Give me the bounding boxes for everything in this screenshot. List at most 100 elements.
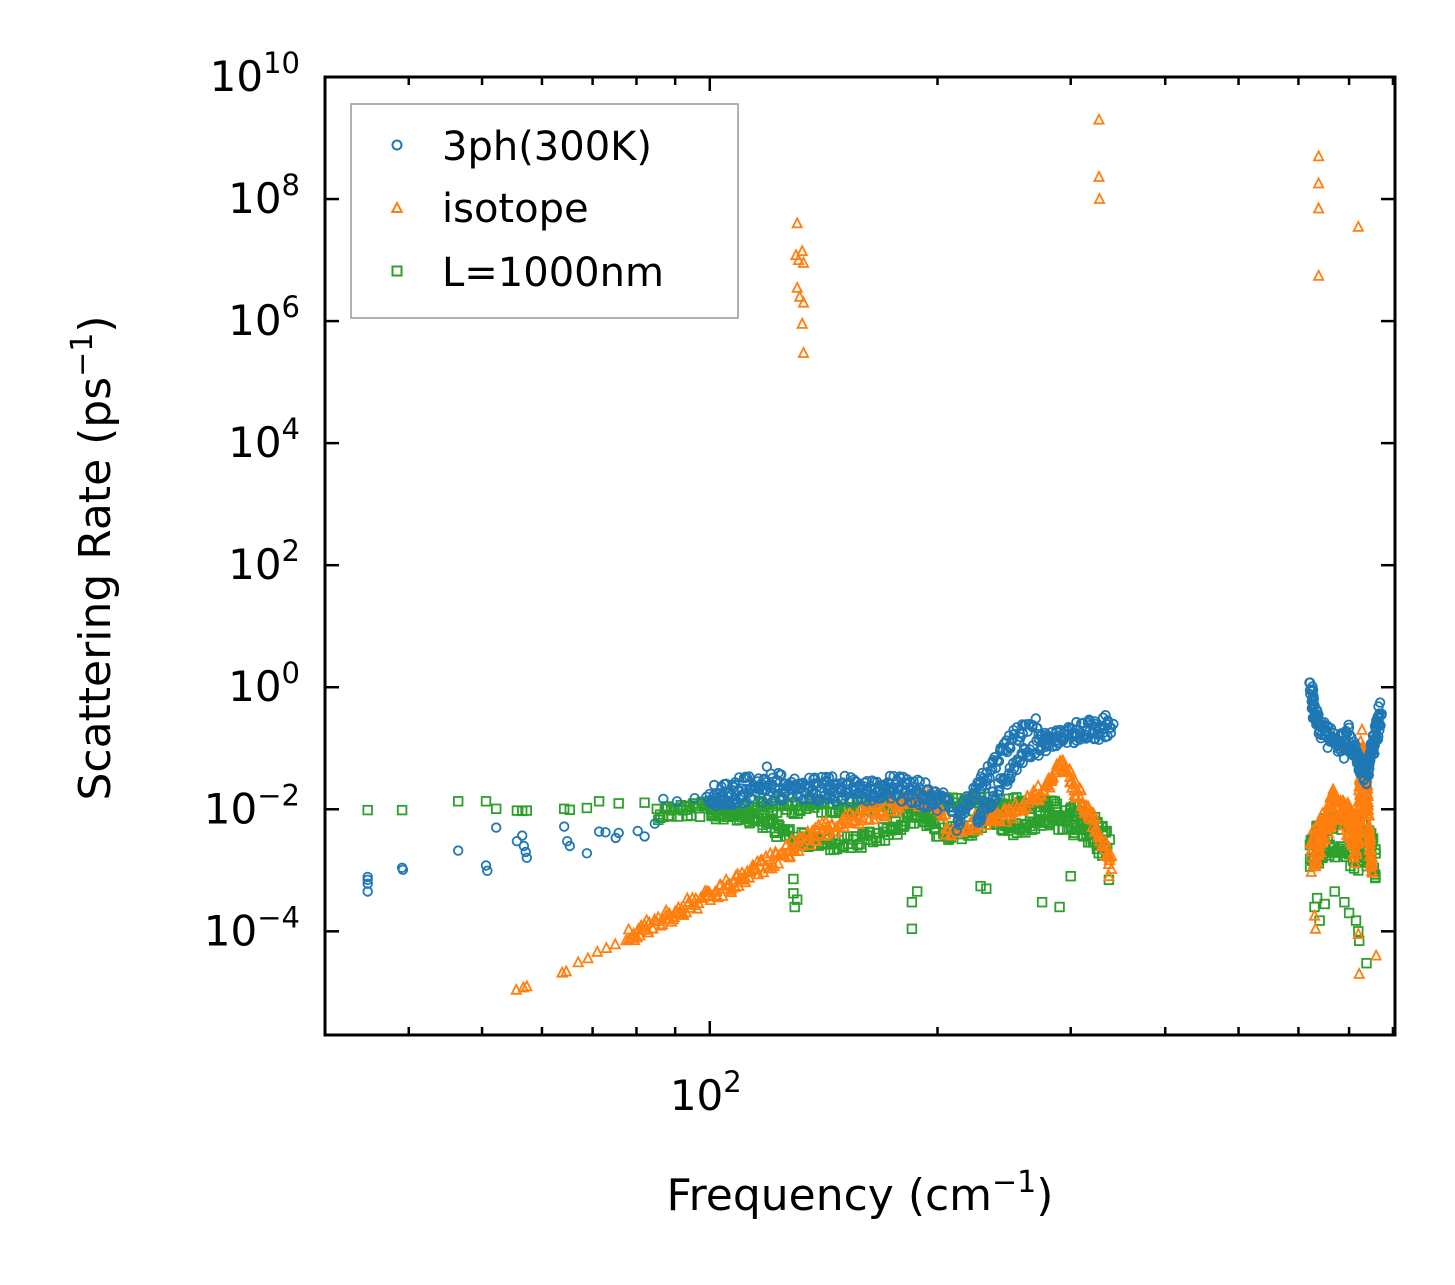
data-point-isotope bbox=[853, 816, 866, 829]
data-point-3ph-300k bbox=[1011, 722, 1023, 733]
data-point-isotope bbox=[1311, 855, 1324, 868]
data-point-isotope bbox=[1343, 821, 1356, 834]
data-point-3ph-300k bbox=[901, 774, 913, 785]
data-point-isotope bbox=[797, 255, 810, 268]
data-point-3ph-300k bbox=[689, 793, 700, 804]
data-point-l-1000nm bbox=[1055, 814, 1066, 825]
data-point-l-1000nm bbox=[490, 803, 502, 815]
data-point-isotope bbox=[816, 816, 829, 828]
data-point-l-1000nm bbox=[975, 880, 986, 892]
data-point-isotope bbox=[785, 832, 798, 845]
data-point-isotope bbox=[796, 244, 809, 257]
data-point-3ph-300k bbox=[776, 769, 787, 780]
data-point-isotope bbox=[1353, 967, 1366, 979]
data-point-l-1000nm bbox=[906, 923, 918, 935]
data-point-3ph-300k bbox=[822, 785, 833, 796]
data-point-3ph-300k bbox=[993, 756, 1005, 767]
data-point-3ph-300k bbox=[896, 785, 908, 796]
data-point-isotope bbox=[806, 824, 819, 836]
y-tick-exponent: 6 bbox=[282, 290, 300, 324]
data-point-3ph-300k bbox=[1306, 696, 1317, 707]
data-point-l-1000nm bbox=[694, 811, 706, 823]
data-point-l-1000nm bbox=[1311, 892, 1323, 904]
data-point-isotope bbox=[609, 937, 622, 950]
y-tick-base: 10 bbox=[228, 174, 281, 223]
data-point-3ph-300k bbox=[1005, 773, 1016, 785]
data-point-3ph-300k bbox=[943, 794, 954, 806]
data-point-isotope bbox=[861, 799, 874, 812]
data-point-3ph-300k bbox=[994, 784, 1005, 796]
data-point-3ph-300k bbox=[1039, 727, 1051, 739]
data-point-isotope bbox=[1092, 112, 1106, 125]
y-tick-label: 10−4 bbox=[204, 900, 300, 955]
data-point-3ph-300k bbox=[970, 789, 981, 800]
data-point-l-1000nm bbox=[981, 883, 992, 894]
data-point-isotope bbox=[791, 216, 804, 229]
data-point-isotope bbox=[633, 928, 646, 941]
data-point-isotope bbox=[755, 853, 768, 865]
data-point-3ph-300k bbox=[482, 865, 493, 877]
data-point-l-1000nm bbox=[789, 901, 800, 913]
data-point-l-1000nm bbox=[856, 842, 867, 853]
data-point-isotope bbox=[1364, 836, 1377, 849]
legend-marker-triangle bbox=[390, 200, 404, 213]
y-tick-exponent: −4 bbox=[257, 900, 300, 934]
data-point-3ph-300k bbox=[1102, 715, 1114, 726]
data-point-isotope bbox=[772, 856, 785, 869]
data-point-3ph-300k bbox=[711, 788, 722, 799]
data-point-l-1000nm bbox=[1361, 958, 1372, 969]
data-point-isotope bbox=[1064, 764, 1077, 777]
data-point-3ph-300k bbox=[701, 791, 712, 803]
data-point-isotope bbox=[729, 880, 742, 892]
data-point-isotope bbox=[941, 822, 954, 835]
data-point-isotope bbox=[1348, 856, 1362, 869]
data-point-isotope bbox=[646, 921, 659, 934]
y-tick-base: 10 bbox=[228, 662, 281, 711]
data-point-l-1000nm bbox=[1350, 915, 1362, 926]
data-point-3ph-300k bbox=[914, 776, 926, 787]
y-tick-label: 106 bbox=[228, 290, 300, 345]
data-point-3ph-300k bbox=[639, 831, 650, 842]
data-point-isotope bbox=[1093, 830, 1106, 843]
legend-label-3ph: 3ph(300K) bbox=[442, 124, 652, 170]
data-point-isotope bbox=[1079, 801, 1092, 814]
y-tick-exponent: −2 bbox=[257, 778, 300, 812]
legend-label-boundary: L=1000nm bbox=[442, 250, 664, 296]
data-point-3ph-300k bbox=[1070, 729, 1082, 741]
data-point-isotope bbox=[1017, 802, 1030, 814]
data-point-isotope bbox=[743, 870, 756, 883]
y-tick-exponent: 0 bbox=[282, 656, 300, 690]
data-point-isotope bbox=[1355, 722, 1369, 735]
y-tick-exponent: 10 bbox=[263, 46, 300, 80]
data-point-isotope bbox=[520, 979, 533, 992]
data-point-l-1000nm bbox=[1319, 898, 1330, 910]
data-point-3ph-300k bbox=[1071, 716, 1082, 728]
data-point-isotope bbox=[1309, 921, 1322, 934]
data-point-l-1000nm bbox=[1049, 813, 1060, 824]
data-point-isotope bbox=[1047, 765, 1060, 778]
data-point-3ph-300k bbox=[632, 825, 643, 837]
data-point-isotope bbox=[1352, 808, 1365, 821]
data-point-3ph-300k bbox=[809, 772, 821, 783]
data-point-3ph-300k bbox=[521, 852, 533, 864]
data-point-3ph-300k bbox=[1014, 755, 1026, 766]
data-point-isotope bbox=[1082, 799, 1095, 812]
data-point-l-1000nm bbox=[362, 804, 373, 816]
data-point-isotope bbox=[691, 901, 704, 914]
data-point-isotope bbox=[1093, 192, 1106, 204]
data-point-l-1000nm bbox=[912, 886, 923, 897]
data-point-isotope bbox=[1102, 869, 1115, 882]
data-point-3ph-300k bbox=[715, 795, 727, 806]
data-point-l-1000nm bbox=[396, 804, 408, 816]
data-point-3ph-300k bbox=[362, 871, 373, 883]
y-tick-exponent: 8 bbox=[282, 168, 300, 202]
legend-entry-boundary: L=1000nm bbox=[391, 250, 664, 296]
data-point-3ph-300k bbox=[1347, 748, 1358, 759]
data-point-isotope bbox=[1103, 850, 1116, 863]
data-point-l-1000nm bbox=[792, 894, 803, 905]
data-point-isotope bbox=[1308, 908, 1321, 921]
data-point-isotope bbox=[1312, 201, 1325, 214]
data-point-isotope bbox=[735, 871, 748, 884]
